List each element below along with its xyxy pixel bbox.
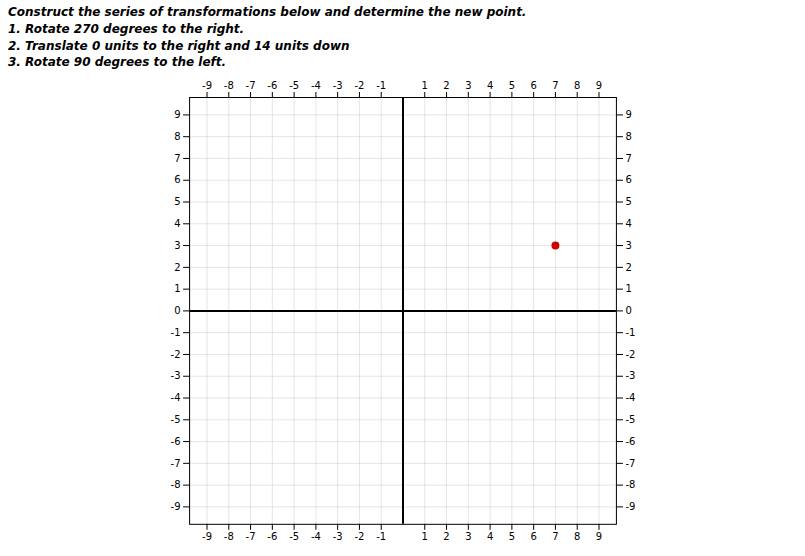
svg-text:7: 7 <box>552 532 558 543</box>
svg-text:0: 0 <box>174 305 180 316</box>
svg-text:-2: -2 <box>171 349 181 360</box>
svg-text:-5: -5 <box>289 80 299 91</box>
svg-text:3: 3 <box>625 240 631 251</box>
svg-text:-8: -8 <box>171 480 181 491</box>
svg-text:7: 7 <box>174 153 180 164</box>
svg-text:5: 5 <box>509 532 515 543</box>
svg-text:-9: -9 <box>171 501 181 512</box>
svg-text:-2: -2 <box>354 80 364 91</box>
svg-text:4: 4 <box>174 218 180 229</box>
svg-text:7: 7 <box>552 80 558 91</box>
svg-text:1: 1 <box>625 284 631 295</box>
svg-text:9: 9 <box>596 80 602 91</box>
html-text:1. Rotate 270 degrees to the r: 1. Rotate 270 degrees to the right. <box>8 21 245 36</box>
svg-text:6: 6 <box>530 80 536 91</box>
svg-text:-9: -9 <box>202 80 212 91</box>
svg-text:-5: -5 <box>289 532 299 543</box>
svg-text:9: 9 <box>596 532 602 543</box>
svg-text:-4: -4 <box>311 80 321 91</box>
svg-text:2: 2 <box>625 262 631 273</box>
svg-text:-6: -6 <box>267 80 277 91</box>
svg-text:-4: -4 <box>171 392 181 403</box>
svg-text:9: 9 <box>174 109 180 120</box>
svg-text:-9: -9 <box>625 501 635 512</box>
svg-text:-2: -2 <box>625 349 635 360</box>
svg-text:1: 1 <box>422 532 428 543</box>
svg-text:-7: -7 <box>171 458 181 469</box>
svg-text:8: 8 <box>625 131 631 142</box>
html-text:2. Translate 0 units to the ri: 2. Translate 0 units to the right and 14… <box>8 38 350 53</box>
svg-text:4: 4 <box>625 218 631 229</box>
svg-text:7: 7 <box>625 153 631 164</box>
svg-text:3: 3 <box>465 532 471 543</box>
html-text:3. Rotate 90 degrees to the le: 3. Rotate 90 degrees to the left. <box>8 55 227 70</box>
svg-text:-3: -3 <box>171 371 181 382</box>
svg-text:-4: -4 <box>311 532 321 543</box>
svg-text:4: 4 <box>487 80 493 91</box>
svg-text:-8: -8 <box>224 80 234 91</box>
svg-text:3: 3 <box>174 240 180 251</box>
svg-text:6: 6 <box>174 175 180 186</box>
svg-text:2: 2 <box>443 80 449 91</box>
svg-text:-3: -3 <box>625 371 635 382</box>
svg-text:5: 5 <box>174 196 180 207</box>
svg-text:6: 6 <box>625 175 631 186</box>
svg-text:4: 4 <box>487 532 493 543</box>
svg-text:5: 5 <box>509 80 515 91</box>
svg-text:-5: -5 <box>171 414 181 425</box>
svg-text:2: 2 <box>174 262 180 273</box>
svg-text:-1: -1 <box>625 327 635 338</box>
svg-text:-8: -8 <box>224 532 234 543</box>
svg-text:8: 8 <box>174 131 180 142</box>
svg-text:-3: -3 <box>333 80 343 91</box>
svg-text:-7: -7 <box>246 80 256 91</box>
svg-text:-6: -6 <box>171 436 181 447</box>
svg-text:0: 0 <box>625 305 631 316</box>
svg-text:8: 8 <box>574 532 580 543</box>
svg-text:-7: -7 <box>246 532 256 543</box>
svg-text:-5: -5 <box>625 414 635 425</box>
svg-text:-6: -6 <box>625 436 635 447</box>
svg-text:1: 1 <box>174 284 180 295</box>
svg-text:-7: -7 <box>625 458 635 469</box>
svg-text:8: 8 <box>574 80 580 91</box>
svg-text:-1: -1 <box>171 327 181 338</box>
svg-text:-8: -8 <box>625 480 635 491</box>
svg-text:-3: -3 <box>333 532 343 543</box>
svg-text:-9: -9 <box>202 532 212 543</box>
svg-text:-4: -4 <box>625 392 635 403</box>
svg-text:9: 9 <box>625 109 631 120</box>
svg-text:-6: -6 <box>267 532 277 543</box>
svg-text:1: 1 <box>422 80 428 91</box>
svg-text:2: 2 <box>443 532 449 543</box>
html-text:Construct the series of transf: Construct the series of transformations … <box>8 5 527 19</box>
svg-text:-2: -2 <box>354 532 364 543</box>
svg-text:-1: -1 <box>376 532 386 543</box>
svg-text:3: 3 <box>465 80 471 91</box>
svg-text:-1: -1 <box>376 80 386 91</box>
svg-text:5: 5 <box>625 196 631 207</box>
svg-text:6: 6 <box>530 532 536 543</box>
